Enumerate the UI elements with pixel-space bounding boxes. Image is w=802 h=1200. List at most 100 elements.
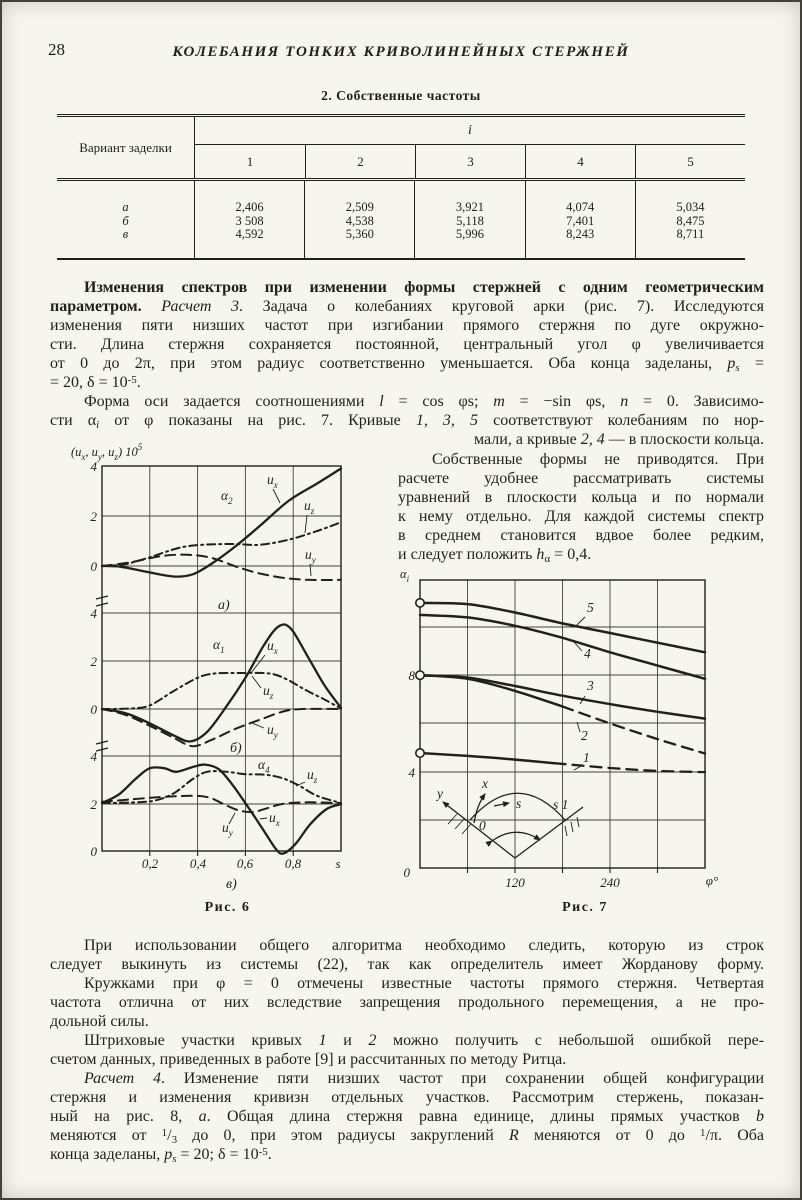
svg-text:0,2: 0,2 bbox=[142, 856, 159, 871]
table-col-4: 4,074 7,401 8,243 bbox=[524, 181, 635, 258]
svg-text:б): б) bbox=[230, 741, 242, 756]
sketch-arc-length-label: s bbox=[516, 796, 521, 811]
table-value: 5,118 bbox=[456, 213, 484, 228]
fig7-known-frequency-markers bbox=[414, 597, 425, 759]
text-line: следует выкинуть из системы (22), так ка… bbox=[50, 956, 764, 973]
fig6-curve-labels: α2 ux uz uy α1 ux uz uy α4 uz ux uy bbox=[213, 472, 318, 838]
fig7-y-tick-labels: 8 4 0 bbox=[404, 668, 416, 880]
text-line: частота отлична от них вследствие запрещ… bbox=[50, 994, 764, 1011]
text-line: При использовании общего алгоритма необх… bbox=[84, 937, 764, 954]
svg-text:2: 2 bbox=[91, 654, 98, 669]
table-value: 3 508 bbox=[235, 213, 264, 228]
svg-text:120: 120 bbox=[505, 875, 525, 890]
table-caption: 2. Собственные частоты bbox=[321, 88, 481, 103]
col-header-1: 1 bbox=[246, 154, 254, 169]
fig7-curve-4 bbox=[418, 613, 707, 681]
known-frequency-marker bbox=[414, 748, 425, 759]
text-line: стержня и изменения кривизн отдельных уч… bbox=[50, 1089, 764, 1106]
col-header-4: 4 bbox=[525, 145, 635, 178]
row-label: в bbox=[122, 227, 129, 241]
svg-text:uz: uz bbox=[307, 767, 318, 785]
table-column-headers: 1 2 3 4 5 bbox=[195, 145, 745, 178]
figure-6: (ux, uy, uz) 105 4 2 0 4 2 0 4 2 0 0,2 0… bbox=[71, 443, 343, 892]
text-line: параметром. Расчет 3. Задача о колебания… bbox=[50, 298, 764, 315]
sketch-x-label: x bbox=[481, 776, 488, 791]
table-header-right: i 1 2 3 4 5 bbox=[194, 117, 745, 178]
svg-text:uy: uy bbox=[222, 820, 233, 838]
paragraph-circles-note: Кружками при φ = 0 отмечены известные ча… bbox=[50, 974, 764, 1031]
sketch-arc bbox=[469, 792, 567, 822]
row-label: б bbox=[122, 213, 129, 228]
table-value: 3,921 bbox=[455, 200, 485, 214]
svg-text:0: 0 bbox=[91, 844, 98, 859]
svg-text:0: 0 bbox=[91, 702, 98, 717]
text-line: в среднем становится вдвое более редким, bbox=[398, 527, 764, 544]
fig6b-uz-curve bbox=[101, 671, 342, 710]
sketch-angle-arrow bbox=[485, 831, 541, 847]
sketch-origin-label: 0 bbox=[479, 818, 486, 833]
fig6-axis-break-marks bbox=[95, 595, 109, 752]
svg-text:5: 5 bbox=[587, 600, 594, 615]
table-value: 7,401 bbox=[566, 213, 595, 228]
figure-6-caption: Рис. 6 bbox=[204, 900, 251, 915]
paragraph-axis-shape: Форма оси задается соотношениями l = cos… bbox=[50, 392, 765, 431]
text-line: уравнений в плоскости кольца и по нормал… bbox=[398, 489, 764, 506]
table-value: 5,360 bbox=[345, 227, 374, 241]
svg-text:α1: α1 bbox=[213, 637, 225, 655]
svg-text:0,6: 0,6 bbox=[237, 856, 254, 871]
svg-text:0,8: 0,8 bbox=[285, 856, 302, 871]
fig6a-ux-curve bbox=[100, 467, 343, 578]
table-value: 4,592 bbox=[235, 227, 264, 241]
svg-text:s: s bbox=[335, 856, 340, 871]
text-line: счетом данных, приведенных в работе [9] … bbox=[50, 1051, 567, 1068]
svg-text:ux: ux bbox=[269, 810, 280, 828]
svg-text:3: 3 bbox=[586, 678, 594, 693]
fig7-y-axis-label: αi bbox=[400, 567, 410, 584]
fig7-x-tick-labels: 120 240 φ° bbox=[505, 873, 718, 890]
fig7-axis-ticks bbox=[466, 868, 659, 873]
fig6c-ux-curve bbox=[100, 763, 343, 855]
text-line: сти. Длина стержня сохраняется постоянно… bbox=[50, 336, 764, 353]
figure-7-caption: Рис. 7 bbox=[562, 900, 608, 915]
svg-text:4: 4 bbox=[91, 749, 98, 764]
svg-text:uy: uy bbox=[267, 722, 278, 740]
text-line: расчете удобнее рассматривать системы bbox=[398, 470, 764, 487]
table-value: 2,406 bbox=[235, 200, 264, 214]
svg-text:2: 2 bbox=[91, 797, 98, 812]
fig7-gridlines bbox=[420, 580, 705, 868]
page-number: 28 bbox=[48, 40, 65, 59]
text-line: сти αi от φ показаны на рис. 7. Кривые 1… bbox=[50, 412, 765, 431]
svg-text:в): в) bbox=[226, 877, 237, 892]
table-value: 5,996 bbox=[455, 227, 485, 241]
fig6b-ux-curve bbox=[100, 623, 343, 743]
sketch-y-axis-arrow bbox=[442, 801, 516, 859]
fig7-curve-labels: 5 4 3 2 1 bbox=[573, 600, 594, 771]
table-value: 2,509 bbox=[345, 200, 374, 214]
svg-text:0: 0 bbox=[404, 865, 411, 880]
text-line: Расчет 4. Изменение пяти низших частот п… bbox=[84, 1070, 765, 1087]
fig6-gridlines bbox=[102, 466, 341, 851]
fig7-curve-2-solid bbox=[418, 673, 564, 708]
table-stub-header: Вариант заделки bbox=[79, 140, 172, 155]
table-value: 8,711 bbox=[676, 227, 705, 241]
table-col-5: 5,034 8,475 8,711 bbox=[634, 181, 745, 258]
fig7-curve-1-dashed bbox=[553, 762, 707, 774]
paragraph-dashed-sections: Штриховые участки кривых 1 и 2 можно пол… bbox=[50, 1031, 764, 1069]
table-col-2: 2,509 4,538 5,360 bbox=[304, 181, 414, 258]
svg-text:0,4: 0,4 bbox=[190, 856, 207, 871]
svg-text:4: 4 bbox=[91, 606, 98, 621]
table-value: 4,074 bbox=[566, 200, 595, 214]
svg-text:2: 2 bbox=[91, 509, 98, 524]
fig6-frame bbox=[101, 465, 342, 852]
svg-text:2: 2 bbox=[581, 728, 588, 743]
table-value: 5,034 bbox=[676, 200, 705, 214]
row-labels: а б в bbox=[57, 181, 194, 258]
col-header-2: 2 bbox=[305, 145, 415, 178]
fig6-y-tick-labels: 4 2 0 4 2 0 4 2 0 bbox=[91, 459, 98, 859]
sketch-right-support-hatching bbox=[564, 816, 580, 837]
right-column-paragraph: Собственные формы не приводятся. При расч… bbox=[398, 450, 764, 565]
text-line: изменения пяти низших частот при изгибан… bbox=[50, 317, 764, 334]
paragraph-general-algorithm: При использовании общего алгоритма необх… bbox=[50, 936, 764, 974]
fig6-axis-ticks bbox=[149, 851, 294, 856]
